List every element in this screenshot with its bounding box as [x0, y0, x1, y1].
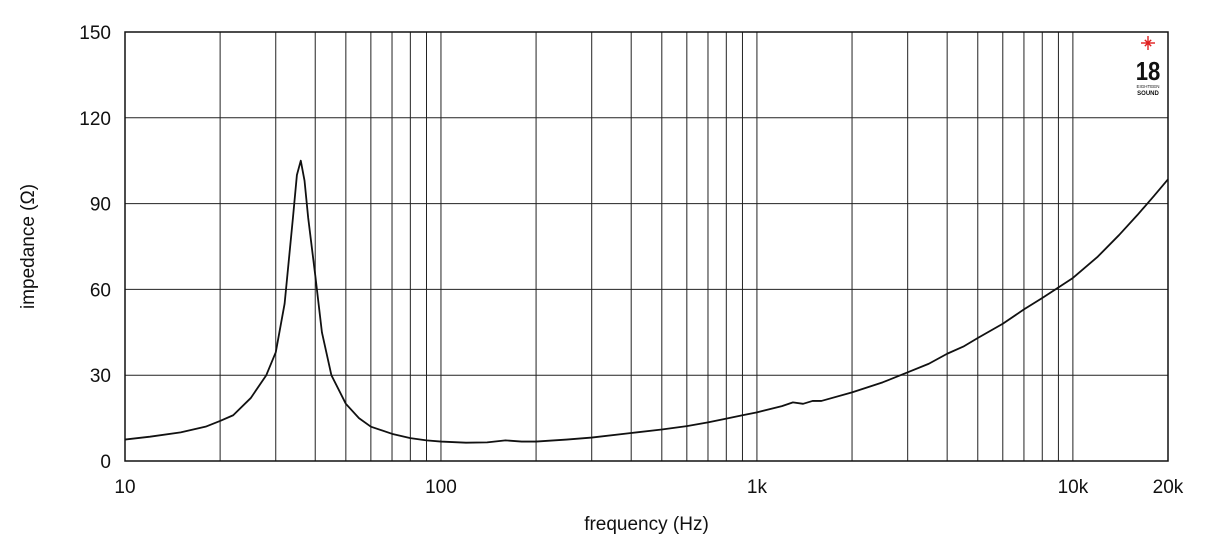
- y-tick-label-2: 60: [90, 280, 111, 301]
- logo-star-icon: [1141, 36, 1155, 50]
- y-tick-label-4: 120: [79, 109, 111, 130]
- x-tick-label-2: 1k: [747, 477, 768, 498]
- y-tick-label-5: 150: [79, 23, 111, 44]
- logo-sub-text-2: SOUND: [1137, 91, 1159, 97]
- x-tick-label-4: 20k: [1153, 477, 1184, 498]
- logo-sub-text-1: EIGHTEEN: [1136, 84, 1159, 89]
- x-tick-label-1: 100: [425, 477, 457, 498]
- horizontal-grid: [125, 117, 1168, 376]
- y-tick-labels: 0 30 60 90 120 150: [79, 23, 111, 473]
- y-tick-label-1: 30: [90, 366, 111, 387]
- series-layer: [124, 159, 1169, 444]
- x-tick-labels: 10 100 1k 10k 20k: [114, 477, 1183, 498]
- x-tick-label-0: 10: [114, 477, 135, 498]
- series-line-0: [124, 159, 1169, 444]
- logo-star-center: [1146, 41, 1150, 45]
- y-tick-label-3: 90: [90, 195, 111, 216]
- plot-frame: [124, 31, 1169, 462]
- brand-logo: 18 EIGHTEEN SOUND: [1136, 36, 1161, 97]
- x-axis-label: frequency (Hz): [584, 514, 709, 535]
- y-tick-label-0: 0: [100, 452, 111, 473]
- y-axis-label: impedance (Ω): [18, 184, 39, 309]
- x-tick-label-3: 10k: [1058, 477, 1089, 498]
- logo-main-text: 18: [1136, 57, 1161, 86]
- vertical-grid: [219, 32, 1074, 461]
